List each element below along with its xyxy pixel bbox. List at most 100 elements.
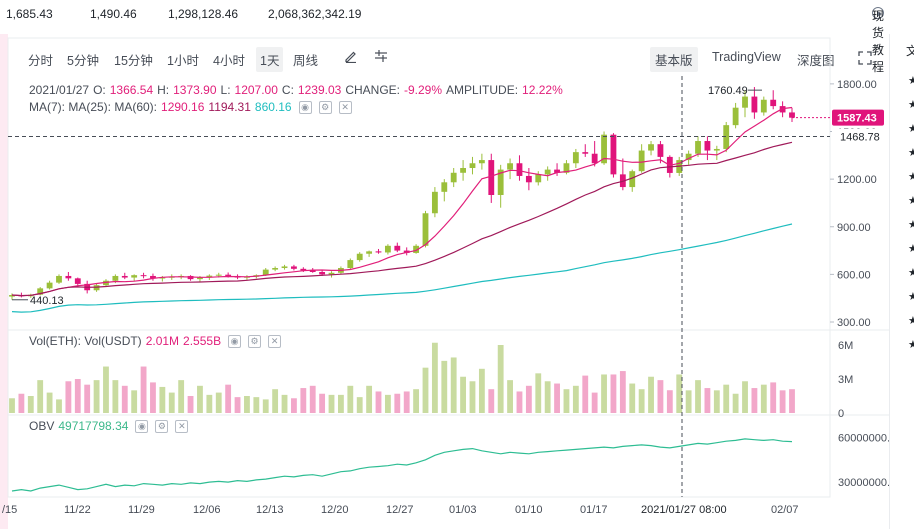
ma-legend: MA(7): MA(25): MA(60): 1290.16 1194.31 8… — [29, 100, 352, 114]
volume-bar — [516, 391, 523, 413]
star-icon[interactable]: ★ — [908, 147, 914, 159]
tab-timeframe-1h[interactable]: 1小时 — [167, 54, 199, 68]
volume-axis-label: 0 — [838, 408, 844, 420]
eye-icon[interactable]: ◉ — [298, 100, 312, 114]
volume-bar — [338, 394, 344, 413]
tab-view-depth[interactable]: 深度图 — [797, 54, 835, 68]
legend-change: -9.29% — [404, 83, 443, 97]
vol-eth-value: 2.01M — [145, 334, 180, 348]
crosshair-date-box — [640, 500, 728, 518]
volume-bar — [328, 394, 335, 413]
volume-axis-label: 6M — [838, 340, 853, 352]
volume-bar — [723, 384, 730, 413]
date-axis-label: 01/10 — [515, 504, 543, 516]
volume-bar — [497, 345, 504, 413]
tab-timeframe-1d[interactable]: 1天 — [256, 47, 284, 72]
legend-close: 1239.03 — [297, 83, 342, 97]
candle-body — [150, 275, 156, 279]
obv-legend: OBV 49717798.34 ◉ ⚙ ✕ — [29, 419, 189, 433]
ma7-value: 1290.16 — [161, 100, 205, 114]
volume-bar — [150, 382, 156, 413]
star-icon[interactable]: ★ — [908, 171, 914, 183]
volume-legend-label: Vol(ETH): Vol(USDT) — [29, 334, 142, 348]
price-axis-label: 900.00 — [837, 222, 871, 234]
eye-icon[interactable]: ◉ — [135, 419, 149, 433]
eye-icon[interactable]: ◉ — [228, 334, 242, 348]
legend-amplitude: 12.22% — [522, 83, 563, 97]
crosshair-date-label: 2021/01/27 08:00 — [641, 504, 727, 516]
volume-bar — [27, 396, 34, 413]
tab-timeframe-4h[interactable]: 4小时 — [213, 54, 245, 68]
candle-body — [9, 295, 15, 297]
candle-body — [422, 213, 429, 246]
volume-bar — [159, 386, 166, 413]
star-icon[interactable]: ★ — [908, 315, 914, 327]
volume-bar — [281, 394, 288, 413]
volume-bar — [441, 360, 448, 413]
star-icon[interactable]: ★ — [908, 195, 914, 207]
tab-view-tradingview[interactable]: TradingView — [712, 50, 781, 64]
candle-body — [732, 107, 739, 126]
tab-view-basic[interactable]: 基本版 — [650, 47, 698, 72]
settings-icon[interactable]: ⚙ — [248, 334, 262, 348]
star-icon[interactable]: ★ — [908, 99, 914, 111]
close-icon[interactable]: ✕ — [268, 334, 282, 348]
ma25-value: 1194.31 — [208, 100, 251, 114]
candle-body — [413, 245, 420, 253]
star-icon[interactable]: ★ — [908, 339, 914, 351]
volume-bar — [507, 380, 513, 413]
volume-bar — [168, 392, 175, 413]
price-axis-label: 1200.00 — [837, 174, 877, 186]
fullscreen-icon[interactable] — [858, 51, 872, 65]
candle-body — [384, 245, 391, 253]
star-icon[interactable]: ★ — [908, 243, 914, 255]
volume-bar — [384, 394, 391, 413]
close-icon[interactable]: ✕ — [175, 419, 189, 433]
date-axis-label: 12/20 — [321, 504, 349, 516]
volume-bar — [657, 380, 664, 413]
volume-bar — [544, 381, 551, 413]
star-icon[interactable]: ★ — [908, 75, 914, 87]
candle-body — [309, 270, 316, 272]
indicators-icon[interactable] — [374, 49, 388, 63]
star-icon[interactable]: ★ — [908, 123, 914, 135]
candle-body — [431, 191, 438, 214]
settings-icon[interactable]: ⚙ — [155, 419, 169, 433]
tab-timeframe-realtime[interactable]: 分时 — [28, 54, 54, 68]
tab-timeframe-week[interactable]: 周线 — [293, 54, 319, 68]
volume-bar — [112, 380, 119, 413]
ma7-line — [11, 106, 793, 297]
volume-bar — [84, 384, 91, 413]
legend-close-label: C: — [281, 83, 294, 97]
volume-bar — [206, 394, 213, 413]
candle-body — [74, 278, 81, 284]
candle-body — [751, 96, 758, 113]
candle-body — [37, 288, 44, 295]
close-icon[interactable]: ✕ — [338, 100, 352, 114]
tab-timeframe-15m[interactable]: 15分钟 — [114, 54, 153, 68]
volume-bar — [742, 381, 748, 413]
tab-timeframe-5m[interactable]: 5分钟 — [67, 54, 99, 68]
volume-bar — [309, 385, 316, 413]
candle-body — [742, 96, 748, 108]
price-axis-label: 1800.00 — [837, 79, 877, 91]
candle-body — [554, 169, 560, 173]
volume-bar — [291, 398, 297, 413]
candle-body — [657, 144, 664, 157]
volume-bar — [394, 393, 401, 413]
date-axis-label: 12/06 — [193, 504, 221, 516]
volume-bar — [685, 390, 692, 413]
star-icon[interactable]: ★ — [908, 267, 914, 279]
right-sidebar-cropped: 文 ★ ★ ★ ★ ★ ★ ★ ★ ★ ★ ★ ★ — [889, 34, 914, 529]
star-icon[interactable]: ★ — [908, 219, 914, 231]
volume-bar — [751, 388, 758, 413]
candle-body — [460, 168, 466, 173]
settings-icon[interactable]: ⚙ — [318, 100, 332, 114]
star-icon[interactable]: ★ — [908, 291, 914, 303]
pencil-icon[interactable] — [344, 49, 358, 63]
volume-bar — [450, 357, 457, 413]
candle-body — [300, 268, 307, 271]
volume-bar — [272, 389, 279, 413]
candle-body — [507, 163, 513, 170]
